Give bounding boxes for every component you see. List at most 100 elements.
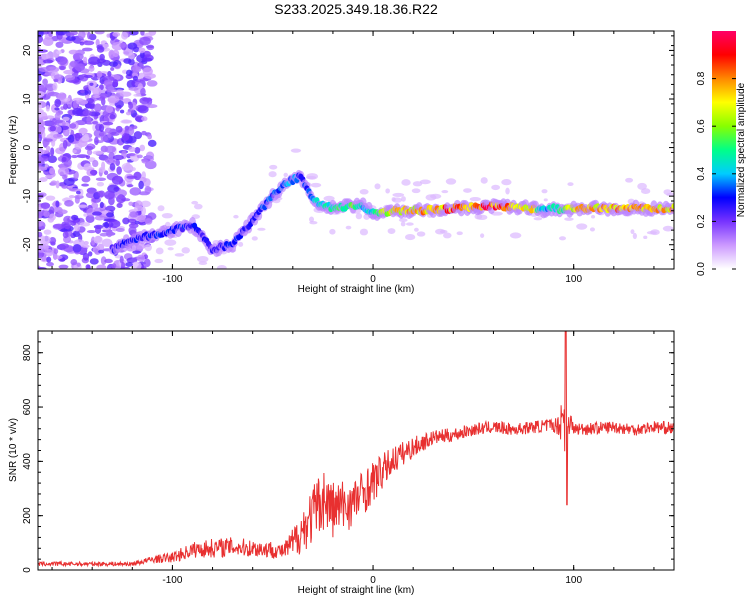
heat-cell xyxy=(161,212,173,219)
heat-cell xyxy=(85,191,96,199)
heat-cell xyxy=(38,166,48,171)
heat-cell xyxy=(63,69,75,75)
heat-cell xyxy=(141,116,148,122)
heat-cell xyxy=(71,214,79,221)
heat-cell xyxy=(102,75,115,82)
heat-cell xyxy=(49,206,55,214)
heat-cell xyxy=(71,154,78,159)
heat-cell xyxy=(509,232,522,239)
heat-cell xyxy=(86,149,93,156)
heat-cell xyxy=(309,221,318,225)
heat-cell xyxy=(359,189,369,195)
heat-cell xyxy=(73,224,81,232)
heat-cell xyxy=(144,160,157,170)
heat-cell xyxy=(137,105,149,114)
heat-cell xyxy=(414,227,419,232)
heat-cell xyxy=(55,120,63,124)
heat-cell xyxy=(139,36,151,46)
heat-cell xyxy=(637,182,647,190)
heat-cell xyxy=(81,183,90,187)
heat-cell xyxy=(58,264,69,269)
heat-cell xyxy=(38,156,44,163)
y-tick-label: 600 xyxy=(22,398,33,415)
heat-cell xyxy=(131,244,136,252)
heat-cell xyxy=(146,104,158,109)
heat-cell xyxy=(134,147,141,154)
heat-cell xyxy=(662,225,674,232)
heat-cell xyxy=(359,228,369,236)
heat-cell xyxy=(129,211,139,218)
snr-ylabel: SNR (10 * v/v) xyxy=(8,418,19,482)
heat-cell xyxy=(268,171,277,178)
colorbar: 0.0 0.2 0.4 0.6 0.8 Normalized spectral ampl… xyxy=(696,31,747,276)
heat-cell xyxy=(82,252,90,261)
heat-cell xyxy=(82,40,95,46)
heat-cell xyxy=(416,231,426,237)
heat-cell xyxy=(463,188,472,193)
heat-cell xyxy=(121,163,133,171)
heat-cell xyxy=(102,44,110,48)
heat-cell xyxy=(86,264,91,269)
heat-cell xyxy=(115,125,123,133)
heat-cell xyxy=(663,189,672,195)
heat-cell xyxy=(94,31,105,35)
heat-cell xyxy=(144,218,153,225)
heat-cell xyxy=(111,175,124,185)
heat-cell xyxy=(72,244,82,253)
heat-cell xyxy=(92,150,104,155)
heat-cell xyxy=(108,219,121,229)
heat-cell xyxy=(216,265,227,269)
heat-cell xyxy=(128,152,136,157)
heat-cell xyxy=(49,125,56,132)
heat-cell xyxy=(632,232,637,240)
heat-cell xyxy=(141,57,153,62)
heat-cell xyxy=(42,37,54,47)
heat-cell xyxy=(81,47,93,52)
heat-cell xyxy=(133,93,142,97)
heat-cell xyxy=(147,139,157,147)
heat-cell xyxy=(40,84,52,88)
heat-cell xyxy=(64,74,76,81)
heat-cell xyxy=(95,177,107,182)
heat-cell xyxy=(92,95,101,99)
heat-cell xyxy=(61,156,67,162)
heat-cell xyxy=(121,119,131,124)
heat-cell xyxy=(106,33,111,38)
heat-cell xyxy=(61,185,68,189)
heat-cell xyxy=(505,187,510,195)
heat-cell xyxy=(103,170,109,176)
heat-cell xyxy=(142,50,151,58)
heat-cell xyxy=(435,228,446,235)
heat-cell xyxy=(62,174,67,180)
heat-cell xyxy=(105,228,113,238)
heat-cell xyxy=(42,78,48,86)
heat-cell xyxy=(63,103,68,110)
heat-cell xyxy=(85,103,95,109)
heat-cell xyxy=(146,97,153,106)
heat-cell xyxy=(305,175,317,180)
heat-cell xyxy=(76,154,89,159)
colorbar-tick-label: 0.6 xyxy=(696,119,707,133)
x-tick-label: -100 xyxy=(162,274,182,285)
heat-cell xyxy=(128,52,135,60)
heat-cell xyxy=(567,182,574,187)
heat-cell xyxy=(115,89,124,94)
heat-cell xyxy=(83,74,93,78)
heat-cell xyxy=(425,194,437,201)
x-tick-label: 0 xyxy=(370,274,376,285)
heat-cell xyxy=(78,31,86,39)
heat-cell xyxy=(119,96,124,101)
heat-cell xyxy=(82,109,93,116)
heat-cell xyxy=(84,133,89,139)
heat-cell xyxy=(38,67,51,73)
heat-cell xyxy=(89,258,99,265)
heat-cell xyxy=(86,116,92,124)
heat-cell xyxy=(100,256,107,266)
heat-cell xyxy=(310,182,322,188)
heat-cell xyxy=(589,227,595,232)
heat-cell xyxy=(93,235,103,244)
heat-cell xyxy=(392,197,403,203)
y-tick-label: 400 xyxy=(22,453,33,470)
heat-cell xyxy=(125,111,132,116)
heat-cell xyxy=(80,90,85,94)
